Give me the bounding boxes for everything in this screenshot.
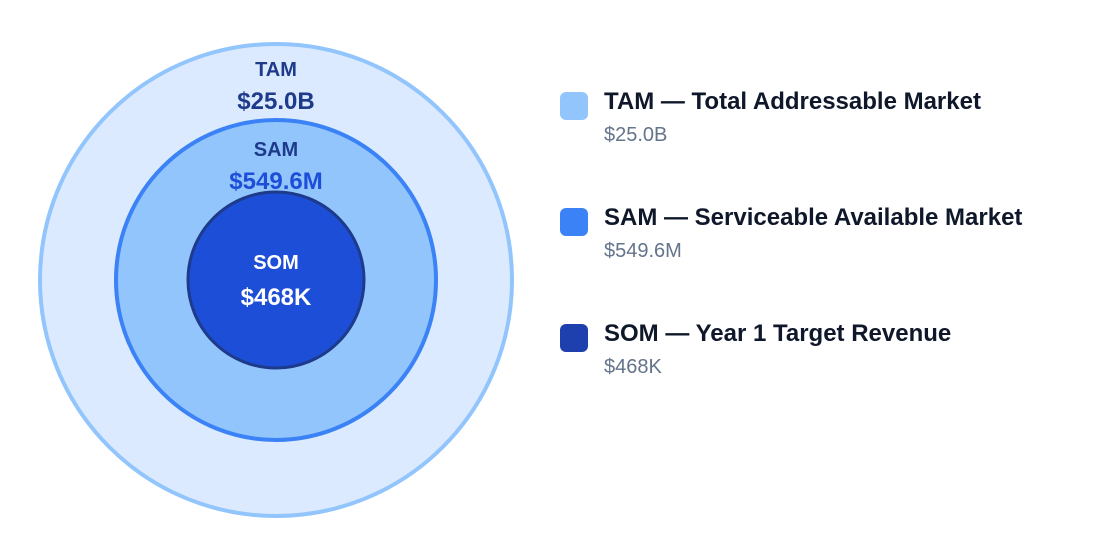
- sam-label: SAM: [254, 139, 298, 161]
- som-label: SOM: [253, 252, 299, 274]
- sam-swatch: [560, 208, 588, 236]
- som-swatch: [560, 324, 588, 352]
- legend-title-tam: TAM — Total Addressable Market: [604, 88, 981, 115]
- sam-value: $549.6M: [229, 168, 322, 195]
- tam-swatch: [560, 92, 588, 120]
- tam-label: TAM: [255, 59, 297, 81]
- legend-value-som: $468K: [604, 356, 662, 378]
- legend-value-tam: $25.0B: [604, 124, 668, 146]
- legend-value-sam: $549.6M: [604, 240, 682, 262]
- tam-sam-som-diagram: TAM $25.0B SAM $549.6M SOM $468K: [38, 42, 514, 518]
- legend: TAM — Total Addressable Market $25.0B SA…: [560, 0, 1120, 560]
- som-circle: [186, 190, 366, 370]
- legend-title-sam: SAM — Serviceable Available Market: [604, 204, 1023, 231]
- legend-title-som: SOM — Year 1 Target Revenue: [604, 320, 952, 347]
- tam-value: $25.0B: [237, 88, 314, 115]
- som-value: $468K: [241, 284, 312, 311]
